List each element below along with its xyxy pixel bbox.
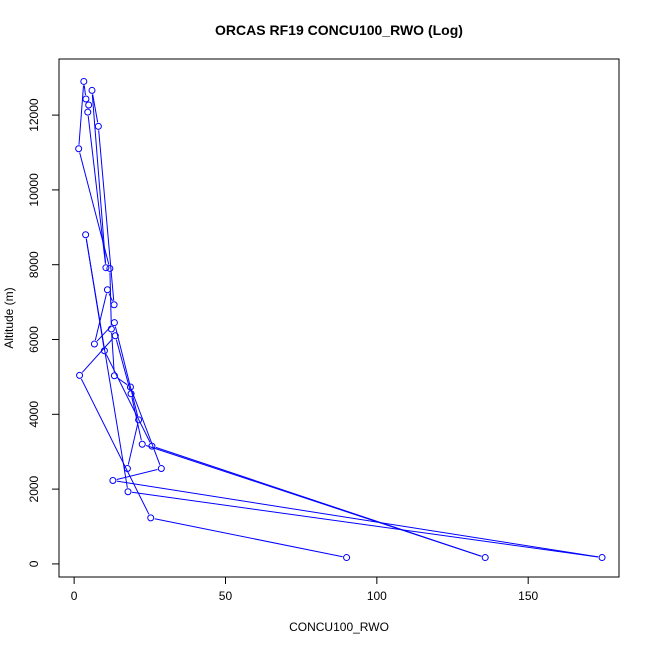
x-axis-label: CONCU100_RWO bbox=[289, 620, 389, 634]
series-segment bbox=[78, 85, 85, 145]
series-segment bbox=[131, 491, 599, 558]
series-segment bbox=[116, 469, 158, 481]
y-axis-label: Altitude (m) bbox=[2, 287, 16, 348]
series-segment bbox=[155, 446, 482, 557]
series-line bbox=[78, 85, 599, 558]
data-point bbox=[138, 440, 146, 448]
plot-frame bbox=[58, 58, 620, 578]
y-tick-label: 0 bbox=[27, 560, 41, 567]
data-point bbox=[102, 264, 110, 272]
data-point bbox=[103, 286, 111, 294]
series-segment bbox=[117, 377, 128, 386]
data-point bbox=[111, 332, 119, 340]
series-segment bbox=[91, 94, 107, 264]
series-segment bbox=[94, 293, 107, 341]
x-tick-label: 50 bbox=[219, 589, 233, 603]
data-point bbox=[481, 554, 489, 562]
data-point bbox=[123, 465, 131, 473]
y-tick-label: 4000 bbox=[27, 401, 41, 428]
data-point bbox=[110, 319, 118, 327]
y-axis: 0 2000 4000 6000 8000 10000 12000 bbox=[27, 98, 60, 567]
series-segment bbox=[80, 378, 150, 515]
series-segment bbox=[96, 325, 113, 342]
data-point bbox=[80, 77, 88, 85]
y-tick-label: 10000 bbox=[27, 173, 41, 207]
data-point bbox=[124, 488, 132, 496]
x-tick-label: 150 bbox=[518, 589, 538, 603]
data-point bbox=[157, 465, 165, 473]
y-tick-label: 6000 bbox=[27, 326, 41, 353]
x-tick-label: 0 bbox=[71, 589, 78, 603]
series-segment bbox=[85, 238, 128, 488]
series-segment bbox=[115, 339, 131, 391]
data-point bbox=[106, 264, 114, 272]
series-segment bbox=[111, 332, 115, 372]
series-segment bbox=[98, 130, 115, 301]
data-point bbox=[126, 383, 134, 391]
data-point bbox=[84, 108, 92, 116]
data-point bbox=[135, 416, 143, 424]
chart-title: ORCAS RF19 CONCU100_RWO (Log) bbox=[215, 22, 463, 38]
data-point bbox=[94, 122, 102, 130]
data-point bbox=[598, 554, 606, 562]
series-segment bbox=[131, 397, 142, 441]
series-segment bbox=[81, 338, 113, 373]
data-point bbox=[85, 101, 93, 109]
y-tick-label: 12000 bbox=[27, 98, 41, 132]
data-point bbox=[127, 390, 135, 398]
data-point bbox=[90, 340, 98, 348]
data-point bbox=[147, 514, 155, 522]
y-tick-label: 2000 bbox=[27, 475, 41, 502]
series-segment bbox=[109, 272, 112, 326]
series-segment bbox=[92, 94, 99, 123]
series-segment bbox=[131, 390, 161, 465]
data-point bbox=[82, 231, 90, 239]
series-segment bbox=[83, 85, 86, 96]
data-point bbox=[75, 145, 83, 153]
data-point bbox=[76, 371, 84, 379]
y-tick-label: 8000 bbox=[27, 251, 41, 278]
data-point bbox=[107, 325, 115, 333]
series-segment bbox=[116, 480, 599, 558]
series-segment bbox=[114, 326, 139, 417]
data-point bbox=[148, 442, 156, 450]
data-point bbox=[82, 95, 90, 103]
data-point bbox=[110, 372, 118, 380]
series-segment bbox=[108, 293, 113, 302]
data-point bbox=[110, 301, 118, 309]
x-axis: 0 50 100 150 bbox=[71, 576, 539, 603]
data-point bbox=[109, 477, 117, 485]
data-point bbox=[100, 347, 108, 355]
x-tick-label: 100 bbox=[367, 589, 387, 603]
series-segment bbox=[87, 116, 106, 264]
data-point bbox=[343, 554, 351, 562]
data-point bbox=[88, 86, 96, 94]
series-segment bbox=[127, 423, 139, 465]
series-points bbox=[75, 77, 606, 562]
series-segment bbox=[154, 518, 343, 558]
